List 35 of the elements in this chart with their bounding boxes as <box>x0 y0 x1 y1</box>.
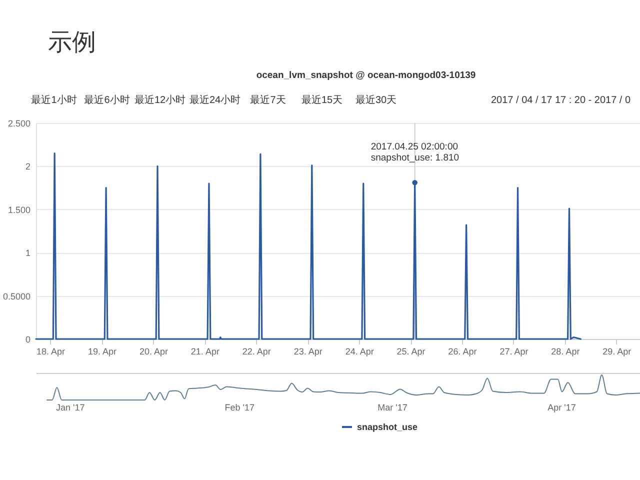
text: 最近12小时 <box>134 94 186 106</box>
y-tick-label: 1.500 <box>8 204 30 215</box>
text: 最近30天 <box>355 94 397 106</box>
x-tick-label: 19. Apr <box>88 346 117 356</box>
x-tick-label: 25. Apr <box>396 346 426 356</box>
x-tick-label: 23. Apr <box>294 346 322 356</box>
x-tick-label: 20. Apr <box>139 346 168 356</box>
x-tick-label: 28. Apr <box>551 346 580 356</box>
text: 最近6小时 <box>84 94 130 106</box>
x-tick-label: 27. Apr <box>500 346 528 356</box>
text: 最近1小时 <box>31 94 77 106</box>
x-tick-label: 18. Apr <box>36 346 66 356</box>
x-tick-label: 26. Apr <box>448 346 477 356</box>
chart-subtitle: ocean_lvm_snapshot @ ocean-mongod03-10139 <box>256 70 476 81</box>
chart-title: 示例 <box>48 29 96 56</box>
annotation: 2017.04.25 02:00:00 snapshot_use: 1.810 <box>370 142 460 164</box>
y-tick-label: 0.5000 <box>2 291 30 302</box>
line-series <box>35 152 582 340</box>
x-tick-label: Feb '17 <box>224 402 255 412</box>
x-tick-label: 24. Apr <box>345 346 374 356</box>
y-tick-label: 2.500 <box>8 118 30 128</box>
text: 最近15天 <box>301 94 343 106</box>
x-tick-label: Mar '17 <box>378 402 408 412</box>
y-tick-label: 0 <box>25 334 30 344</box>
legend-label: snapshot_use <box>357 422 418 432</box>
x-tick-label: 21. Apr <box>190 346 220 356</box>
text: 2017 / 04 / 17 17 : 20 - 2017 / 0 <box>491 95 631 106</box>
x-tick-label: Apr '17 <box>548 402 576 412</box>
x-tick-label: 22. Apr <box>242 346 271 356</box>
x-tick-label: 29. Apr <box>602 346 632 356</box>
y-tick-label: 2 <box>25 162 30 172</box>
y-tick-label: 1 <box>25 248 30 258</box>
text: 最近24小时 <box>189 94 241 106</box>
text: 最近7天 <box>250 94 286 106</box>
x-tick-label: Jan '17 <box>56 402 85 412</box>
